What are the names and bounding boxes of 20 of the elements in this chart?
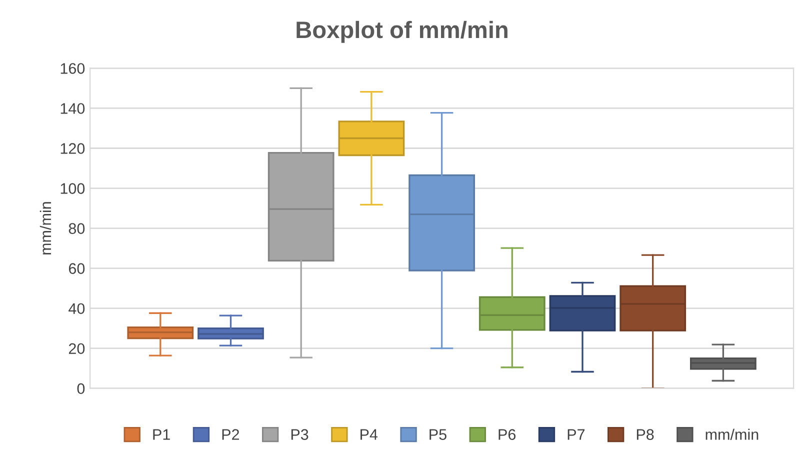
legend-label: P1: [153, 429, 170, 440]
y-tick-label: 80: [68, 223, 85, 234]
legend-label: mm/min: [706, 428, 758, 440]
y-tick-label: 100: [60, 183, 85, 194]
y-axis-title: mm/min: [40, 202, 52, 254]
legend-label: P4: [360, 429, 378, 440]
legend-label: P6: [498, 429, 516, 440]
legend-label: P7: [568, 429, 585, 440]
legend-label: P5: [430, 429, 446, 440]
y-tick-label: 60: [68, 263, 85, 274]
y-tick-label: 140: [60, 103, 85, 114]
y-tick-label: 0: [77, 383, 85, 394]
y-tick-label: 20: [68, 343, 85, 354]
chart-title: Boxplot of mm/min: [296, 20, 508, 43]
y-tick-label: 120: [60, 143, 85, 154]
y-tick-label: 40: [68, 303, 85, 314]
legend-label: P3: [291, 429, 308, 440]
legend-label: P8: [636, 429, 654, 440]
y-tick-label: 160: [60, 63, 85, 74]
legend-label: P2: [222, 429, 239, 440]
